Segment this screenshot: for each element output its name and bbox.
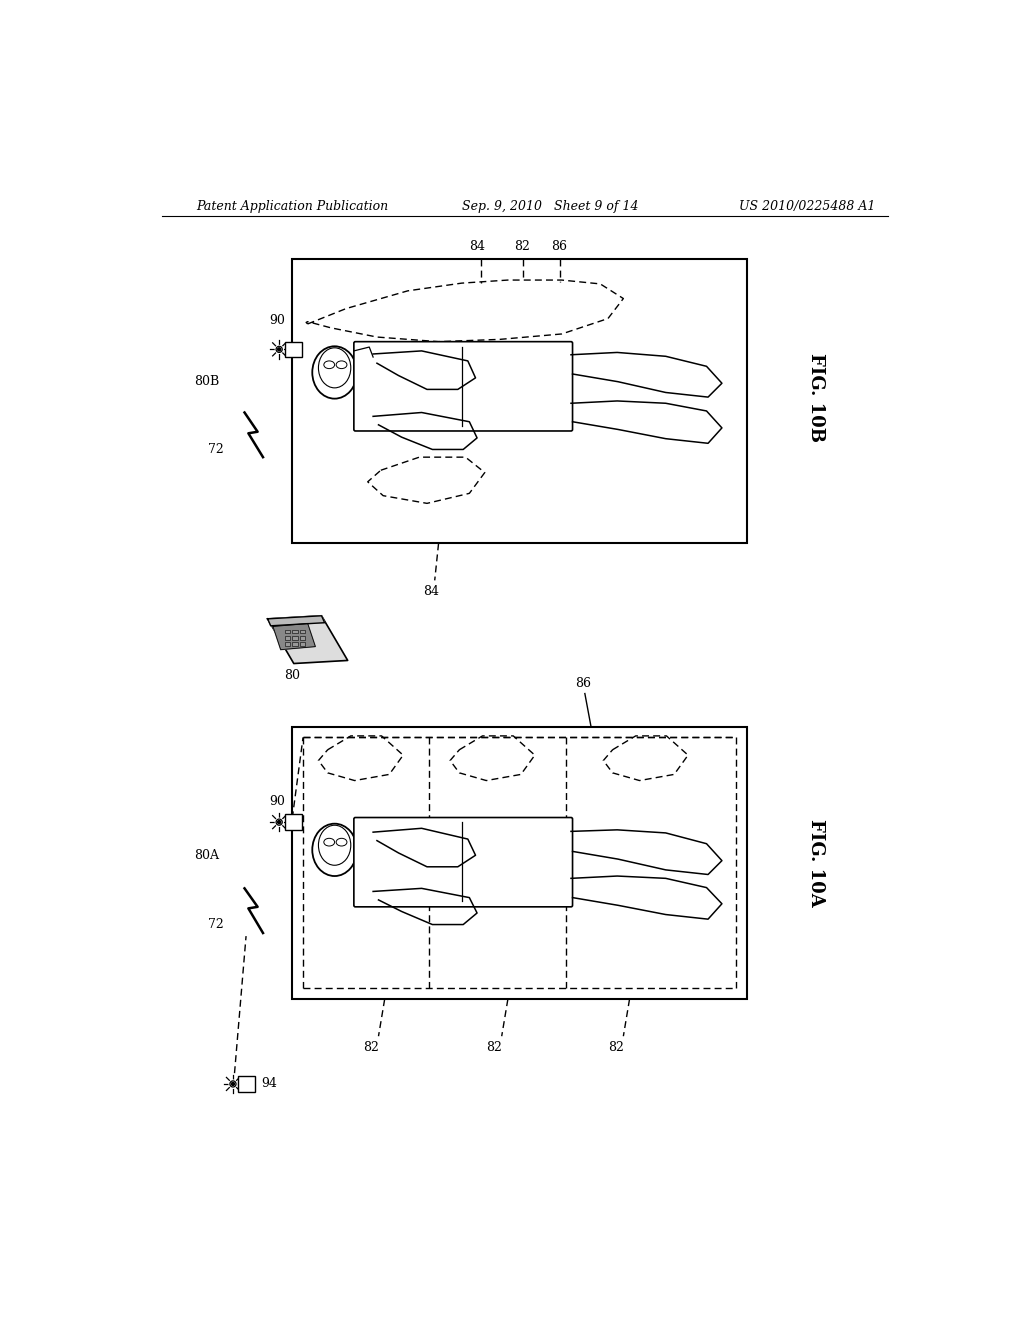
- Bar: [292, 636, 298, 640]
- Bar: [292, 630, 298, 634]
- Text: 72: 72: [208, 444, 223, 455]
- Bar: [300, 630, 305, 634]
- Bar: [285, 642, 290, 645]
- Text: 80: 80: [285, 669, 301, 682]
- Text: 82: 82: [486, 1041, 502, 1055]
- Bar: [300, 642, 305, 645]
- Circle shape: [278, 821, 281, 824]
- Text: 90: 90: [269, 314, 285, 326]
- Circle shape: [278, 348, 281, 351]
- Circle shape: [275, 346, 283, 354]
- Text: 90: 90: [269, 795, 285, 808]
- Text: Patent Application Publication: Patent Application Publication: [196, 199, 388, 213]
- Text: 94: 94: [261, 1077, 278, 1090]
- Text: 82: 82: [514, 240, 529, 253]
- Bar: [292, 259, 746, 544]
- Polygon shape: [267, 615, 348, 664]
- Bar: [285, 636, 290, 640]
- Circle shape: [275, 818, 283, 826]
- Text: 86: 86: [575, 677, 592, 690]
- FancyBboxPatch shape: [354, 817, 572, 907]
- Bar: [285, 814, 301, 830]
- Bar: [285, 630, 290, 634]
- FancyBboxPatch shape: [354, 342, 572, 430]
- Bar: [292, 726, 746, 999]
- Text: FIG. 10B: FIG. 10B: [807, 352, 824, 442]
- Text: 84: 84: [423, 585, 439, 598]
- Text: 80A: 80A: [194, 849, 219, 862]
- Bar: [292, 642, 298, 645]
- Text: US 2010/0225488 A1: US 2010/0225488 A1: [739, 199, 876, 213]
- Ellipse shape: [312, 824, 357, 876]
- Circle shape: [231, 1082, 234, 1085]
- Text: 82: 82: [608, 1041, 624, 1055]
- Text: 80B: 80B: [194, 375, 219, 388]
- Ellipse shape: [312, 346, 357, 399]
- Polygon shape: [273, 623, 315, 649]
- Bar: [239, 1076, 255, 1092]
- Text: Sep. 9, 2010   Sheet 9 of 14: Sep. 9, 2010 Sheet 9 of 14: [462, 199, 638, 213]
- Text: 72: 72: [208, 917, 223, 931]
- Text: FIG. 10A: FIG. 10A: [807, 820, 824, 907]
- Text: 82: 82: [364, 1041, 379, 1055]
- Text: 84: 84: [469, 240, 485, 253]
- Circle shape: [229, 1080, 237, 1088]
- Bar: [285, 342, 301, 358]
- Polygon shape: [267, 615, 325, 626]
- Text: 86: 86: [551, 240, 567, 253]
- Bar: [300, 636, 305, 640]
